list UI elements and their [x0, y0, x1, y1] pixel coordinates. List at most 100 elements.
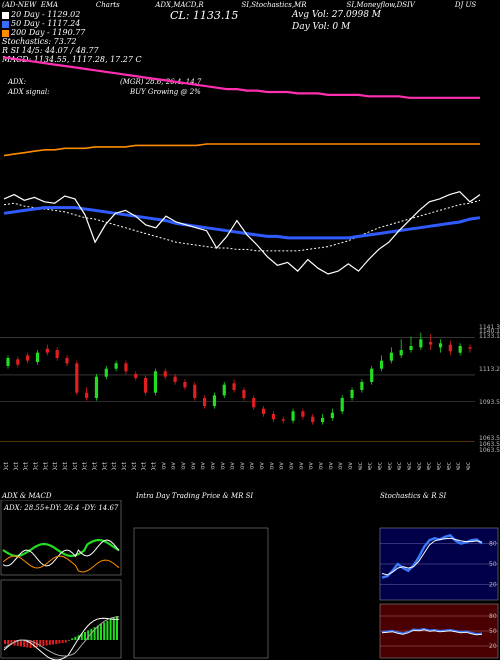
price-tick-label: 1063.53	[479, 435, 500, 442]
date-tick-label: 30 Oct	[141, 461, 148, 470]
main-chart: 1141.341140.131133.15 1113.29 1093.56 1063.…	[0, 56, 500, 470]
macd-bar	[71, 638, 74, 640]
date-tick-label: 22 Nov	[308, 462, 315, 470]
macd-bar	[58, 640, 61, 644]
date-tick-label: 03 Dec	[367, 462, 374, 470]
date-tick-label: 16 Oct	[42, 461, 49, 470]
candle-body	[379, 360, 384, 369]
candle-layer	[6, 332, 472, 425]
candle-body	[16, 359, 20, 365]
date-tick-label: 21 Nov	[298, 462, 305, 470]
macd-bar	[7, 640, 10, 645]
intraday-panel-frame	[133, 527, 269, 659]
ema-layer	[3, 56, 481, 275]
buy-signal-label: BUY Growing @ 2%	[130, 88, 201, 96]
stoch-label: Stochastics: 73.72	[2, 37, 77, 46]
candle-body	[212, 395, 217, 406]
adx-value-text: ADX: 28.55	[3, 504, 45, 512]
macd-bar	[61, 640, 64, 643]
candle-body	[104, 368, 108, 377]
adx-panel-frame	[0, 500, 122, 576]
candle-body	[330, 412, 334, 418]
candle-body	[311, 416, 315, 422]
candle-body	[144, 378, 148, 393]
date-tick-label: 05 Dec	[386, 462, 393, 470]
date-tick-label: 31 Oct	[150, 461, 157, 470]
price-tick-label: 1063.53	[479, 441, 500, 448]
macd-bar	[13, 640, 16, 646]
date-axis: 10 Oct11 Oct14 Oct15 Oct16 Oct17 Oct18 O…	[3, 461, 472, 470]
macd-bar	[106, 620, 109, 640]
stoch-tick-label: 50	[489, 561, 497, 568]
macd-bar	[26, 640, 29, 648]
date-tick-label: 14 Oct	[23, 461, 30, 470]
macd-bar	[39, 640, 42, 647]
candle-body	[458, 346, 462, 353]
date-tick-label: 12 Nov	[229, 462, 236, 470]
candle-body	[301, 411, 305, 417]
macd-bar	[68, 640, 70, 641]
adx-panel-title: ADX & MACD	[2, 492, 52, 500]
macd-line-1	[3, 616, 120, 657]
candle-body	[65, 358, 69, 364]
legend-swatch	[2, 29, 9, 37]
date-tick-label: 15 Oct	[32, 461, 39, 470]
candle-body	[281, 419, 285, 421]
rsi-tick-label: 80	[489, 613, 497, 620]
candle-body	[222, 384, 226, 396]
candle-body	[173, 376, 177, 382]
pdi-value-text: +DY: 26.4	[44, 504, 79, 512]
candle-body	[35, 352, 40, 362]
candle-body	[320, 418, 325, 422]
date-tick-label: 04 Dec	[377, 462, 384, 470]
legend-swatch	[2, 20, 9, 28]
macd-bar	[64, 640, 67, 643]
legend-ema20: 20 Day - 1129.02	[2, 10, 142, 19]
macd-bar	[90, 628, 93, 640]
candle-body	[134, 374, 138, 378]
macd-bar	[80, 633, 83, 640]
adx-values: (MGR) 28.6, 26.4, 14.7	[120, 78, 202, 86]
date-tick-label: 16 Dec	[455, 462, 462, 470]
date-tick-label: 26 Nov	[327, 462, 334, 470]
date-tick-label: 14 Nov	[249, 462, 256, 470]
candle-body	[291, 411, 295, 421]
rsi-label: R SI 14/5: 44.07 / 48.77	[2, 46, 99, 55]
candle-body	[438, 343, 443, 348]
candle-body	[252, 398, 256, 408]
adx-line-1	[2, 539, 120, 567]
macd-bar	[20, 640, 22, 647]
legend-swatch	[2, 11, 9, 19]
rsi-layer: 80 50 20	[380, 613, 498, 650]
macd-bar	[4, 640, 6, 644]
date-tick-label: 29 Nov	[347, 462, 354, 470]
macd-bar	[29, 640, 32, 648]
day-vol-label: Day Vol: 0 M	[292, 22, 351, 32]
candle-body	[340, 398, 344, 412]
date-tick-label: 11 Oct	[13, 461, 20, 470]
date-tick-label: 25 Oct	[111, 461, 118, 470]
candle-body	[75, 363, 79, 393]
candle-body	[370, 368, 374, 382]
candle-body	[232, 383, 236, 390]
macd-layer	[3, 616, 120, 660]
candle-body	[183, 382, 187, 388]
rsi-tick-label: 50	[489, 628, 497, 635]
legend-ema200: 200 Day - 1190.77	[2, 28, 142, 37]
date-tick-label: 27 Nov	[337, 462, 344, 470]
date-tick-label: 06 Dec	[396, 462, 403, 470]
date-tick-label: 01 Nov	[160, 462, 167, 470]
macd-bar	[32, 640, 35, 648]
macd-bar	[55, 640, 58, 644]
close-price-label: CL: 1133.15	[170, 9, 239, 22]
macd-bar	[109, 619, 112, 640]
intraday-panel-title: Intra Day Trading Price & MR SI	[136, 492, 254, 500]
date-tick-label: 18 Oct	[62, 461, 69, 470]
macd-bar	[74, 636, 77, 640]
price-tick-label: 1133.15	[479, 333, 500, 340]
macd-bar	[10, 640, 13, 645]
date-tick-label: 28 Oct	[121, 461, 128, 470]
rsi-signal-line	[381, 629, 483, 636]
date-tick-label: 08 Nov	[209, 462, 216, 470]
date-tick-label: 10 Dec	[416, 462, 423, 470]
